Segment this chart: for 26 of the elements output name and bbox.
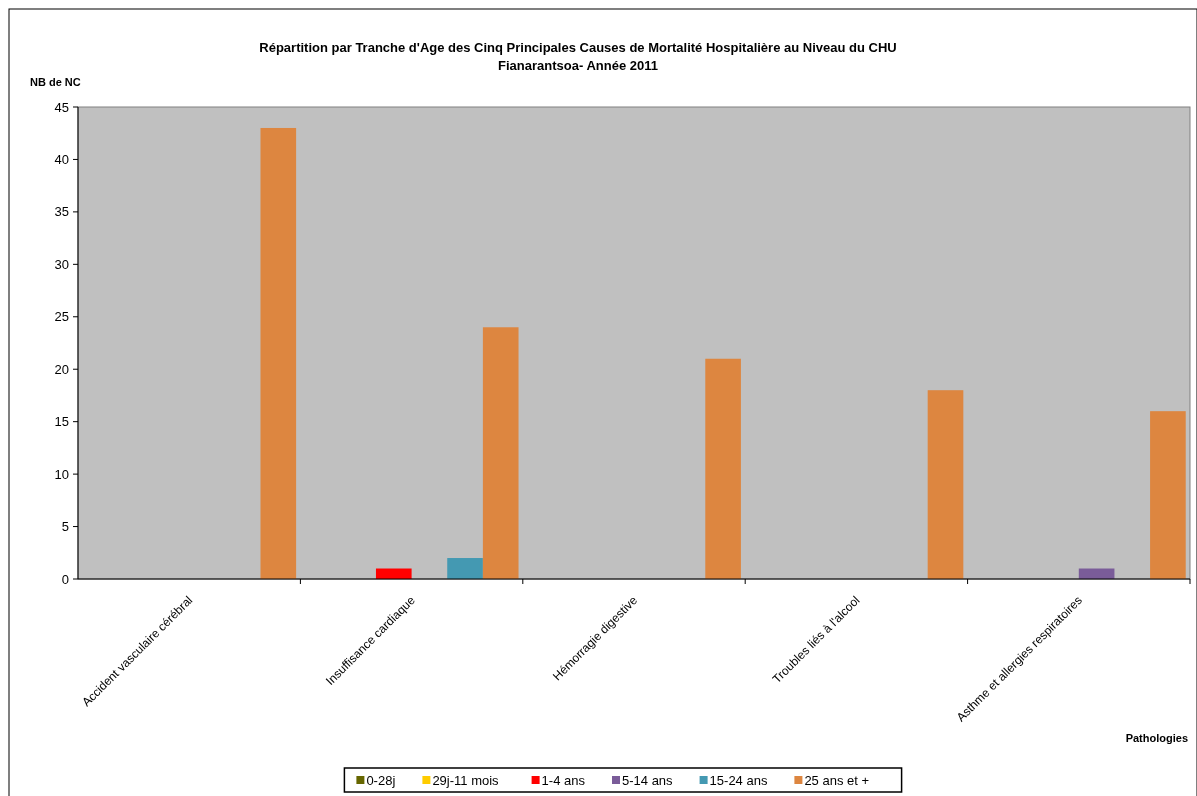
chart-title: Répartition par Tranche d'Age des Cinq Principales Causes de Mortalité Hospitalière au Niveau du CHU bbox=[259, 40, 897, 55]
y-tick-label: 40 bbox=[54, 151, 69, 167]
chart-subtitle: Fianarantsoa- Année 2011 bbox=[498, 58, 658, 73]
y-tick-label: 35 bbox=[54, 204, 69, 220]
legend-label: 25 ans et + bbox=[804, 773, 870, 788]
legend-label: 5-14 ans bbox=[622, 773, 674, 788]
bar bbox=[705, 358, 741, 579]
legend-label: 1-4 ans bbox=[541, 773, 586, 788]
y-tick-label: 5 bbox=[61, 519, 69, 535]
bar bbox=[260, 127, 297, 579]
legend-label: 29j-11 mois bbox=[432, 773, 500, 788]
bar bbox=[447, 558, 483, 579]
bar bbox=[1150, 411, 1186, 579]
legend-label: 0-28j bbox=[366, 773, 396, 788]
x-axis-title: Pathologies bbox=[1125, 732, 1188, 744]
bar bbox=[482, 327, 519, 579]
y-tick-label: 45 bbox=[54, 99, 69, 115]
y-axis-title: NB de NC bbox=[30, 76, 81, 88]
y-tick-label: 15 bbox=[54, 414, 69, 430]
y-tick-label: 20 bbox=[54, 361, 69, 377]
y-tick-label: 25 bbox=[54, 309, 69, 325]
y-tick-label: 0 bbox=[61, 571, 69, 587]
bar bbox=[927, 390, 964, 579]
y-tick-label: 10 bbox=[54, 466, 69, 482]
y-tick-label: 30 bbox=[54, 256, 69, 272]
legend-label: 15-24 ans bbox=[709, 773, 768, 788]
